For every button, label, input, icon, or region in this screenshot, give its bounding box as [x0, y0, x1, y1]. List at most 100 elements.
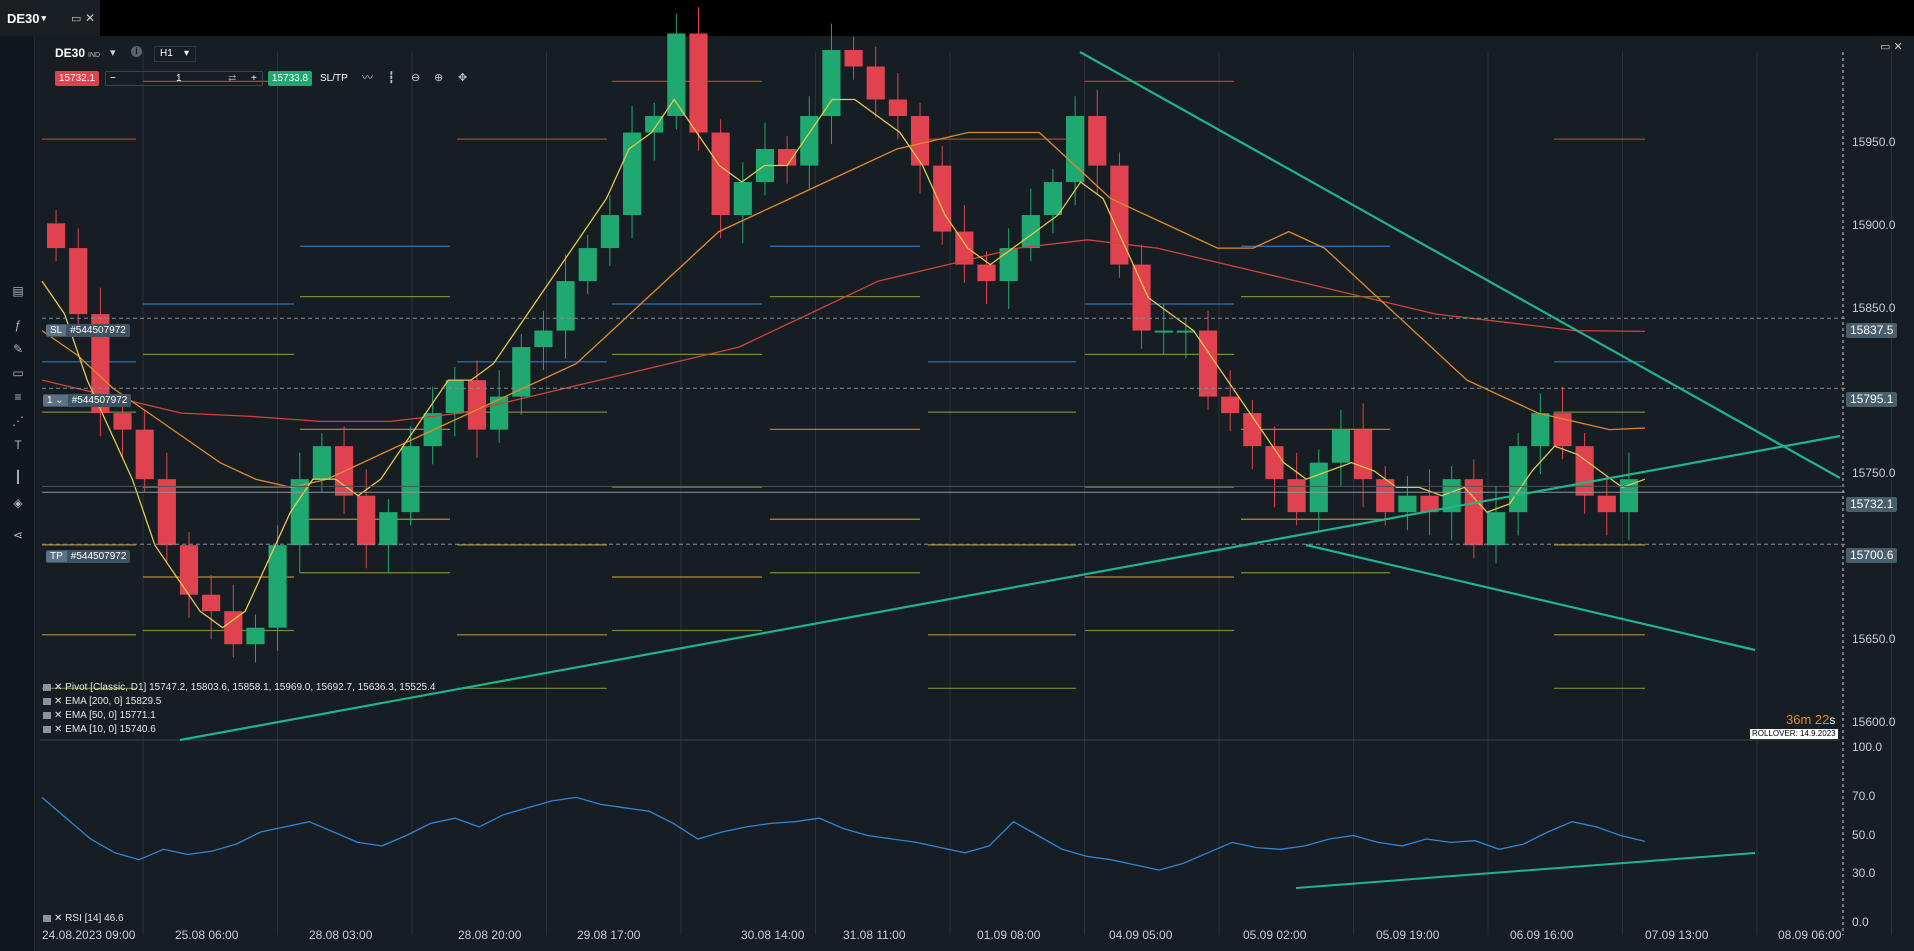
- quantity-stepper[interactable]: − 1 ⇄ +: [105, 71, 263, 86]
- indicator-icon: [43, 683, 51, 691]
- candle-body: [135, 429, 154, 480]
- candle-body: [711, 132, 730, 216]
- candle-body: [1110, 165, 1129, 265]
- candle-body: [246, 627, 265, 645]
- legend-ema10[interactable]: ✕ EMA [10, 0] 15740.6: [43, 724, 156, 735]
- tab-symbol: DE30: [7, 10, 40, 26]
- ema10-line: [41, 98, 1646, 629]
- candle-body: [1265, 446, 1284, 480]
- legend-pivot[interactable]: ✕ Pivot [Classic, D1] 15747.2, 15803.6, …: [43, 682, 435, 693]
- candle-body: [1021, 215, 1040, 249]
- candle-body: [622, 132, 642, 216]
- rsi-tick: 0.0: [1852, 915, 1869, 929]
- chevron-down-icon[interactable]: ▾: [110, 47, 116, 59]
- chevron-down-icon[interactable]: ▾: [41, 12, 47, 23]
- candle-body: [1619, 479, 1638, 513]
- panel-icon[interactable]: ▤: [12, 284, 24, 298]
- x-tick: 08.09 06:00: [1778, 928, 1842, 942]
- candle-body: [866, 66, 885, 100]
- quantity-value[interactable]: 1: [176, 73, 182, 84]
- sell-button[interactable]: 15732.1: [55, 71, 99, 86]
- layers-icon[interactable]: ◈: [13, 496, 23, 510]
- timeframe-select[interactable]: H1 ▾: [154, 46, 196, 62]
- x-tick: 07.09 13:00: [1645, 928, 1709, 942]
- candle-body: [512, 347, 531, 397]
- minus-button[interactable]: −: [110, 73, 116, 84]
- candle-body: [1221, 396, 1240, 414]
- candle-body: [490, 396, 509, 430]
- indicator-icon: [43, 711, 51, 719]
- candle-body: [113, 413, 132, 430]
- legend-ema50[interactable]: ✕ EMA [50, 0] 15771.1: [43, 710, 156, 721]
- candle-body: [1420, 495, 1439, 513]
- zoom-in-icon[interactable]: ⊕: [434, 72, 444, 84]
- candle-body: [844, 50, 863, 67]
- ema200-line: [41, 239, 1646, 423]
- rsi-tick: 50.0: [1852, 828, 1876, 842]
- move-icon[interactable]: ✥: [458, 72, 468, 84]
- x-tick: 28.08 03:00: [309, 928, 373, 942]
- candle-body: [800, 116, 819, 166]
- tp-tag[interactable]: TP #544507972: [46, 550, 131, 563]
- candle-body: [910, 116, 930, 166]
- sl-tag[interactable]: SL #544507972: [46, 324, 130, 337]
- position-price-tag: 15795.1: [1846, 392, 1898, 407]
- share-icon[interactable]: ⋖: [12, 528, 24, 542]
- candle-body: [268, 545, 287, 628]
- candle-body: [179, 545, 199, 595]
- indicator-icon: [43, 725, 51, 733]
- tab-de30[interactable]: DE30 ▾ ▭ ✕: [0, 0, 100, 36]
- fib-icon[interactable]: ≡: [14, 390, 22, 404]
- pencil-icon[interactable]: ✎: [12, 342, 24, 356]
- rsi-tick: 100.0: [1852, 740, 1883, 754]
- candle-body: [1243, 413, 1262, 447]
- candle-body: [312, 446, 331, 480]
- candle-body: [955, 231, 974, 265]
- rsi-tick: 70.0: [1852, 789, 1876, 803]
- window-icon[interactable]: ▭: [71, 12, 82, 25]
- candle-body: [1176, 330, 1195, 333]
- candle-body: [1398, 495, 1417, 513]
- candle-body: [401, 446, 420, 513]
- function-icon[interactable]: ƒ: [14, 318, 22, 332]
- candle-body: [47, 223, 66, 249]
- position-tag[interactable]: 1 ⌄ #544507972: [43, 394, 132, 407]
- info-icon[interactable]: i: [131, 46, 142, 57]
- x-tick: 05.09 02:00: [1243, 928, 1307, 942]
- candle-body: [578, 248, 597, 282]
- y-tick: 15650.0: [1852, 632, 1896, 646]
- x-tick: 25.08 06:00: [175, 928, 239, 942]
- legend-ema200[interactable]: ✕ EMA [200, 0] 15829.5: [43, 696, 161, 707]
- candles-icon[interactable]: ┃: [14, 470, 22, 484]
- sl-price-tag: 15837.5: [1846, 323, 1898, 338]
- sltp-button[interactable]: SL/TP: [320, 73, 348, 84]
- candle-body: [1531, 413, 1550, 447]
- buy-button[interactable]: 15733.8: [268, 71, 312, 86]
- candle-body: [822, 50, 841, 117]
- panel-controls[interactable]: ▭ ✕: [1880, 41, 1903, 53]
- swap-icon[interactable]: ⇄: [228, 73, 237, 84]
- tp-price-tag: 15700.6: [1846, 548, 1898, 563]
- chart-area[interactable]: [0, 36, 1914, 951]
- x-tick: 01.09 08:00: [977, 928, 1041, 942]
- line-chart-icon[interactable]: 〰: [362, 72, 373, 84]
- chart-symbol: DE30 IND: [55, 46, 101, 60]
- text-icon[interactable]: T: [14, 438, 22, 452]
- candle-body: [1442, 479, 1461, 513]
- x-tick: 24.08.2023 09:00: [42, 928, 136, 942]
- rectangle-icon[interactable]: ▭: [12, 366, 24, 380]
- x-tick: 31.08 11:00: [843, 928, 906, 942]
- y-tick: 15850.0: [1852, 301, 1896, 315]
- candle-body: [600, 215, 619, 249]
- candle-body: [667, 33, 686, 117]
- candle-body: [91, 314, 110, 414]
- legend-rsi[interactable]: ✕ RSI [14] 46.6: [43, 913, 124, 924]
- candle-type-icon[interactable]: ┇: [388, 72, 395, 84]
- fan-icon[interactable]: ⋰: [12, 414, 24, 428]
- candle-body: [1309, 462, 1328, 513]
- plus-button[interactable]: +: [251, 73, 257, 84]
- candle-body: [1088, 116, 1107, 166]
- close-icon[interactable]: ✕: [85, 11, 96, 25]
- zoom-out-icon[interactable]: ⊖: [411, 72, 421, 84]
